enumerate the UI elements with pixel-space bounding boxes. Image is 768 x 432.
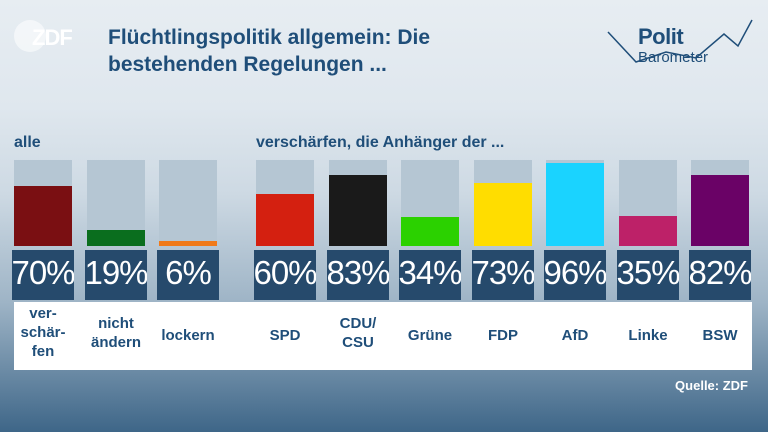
bar	[14, 186, 72, 246]
category-label: nicht ändern	[90, 315, 141, 351]
category-label: Grüne	[407, 327, 453, 344]
bar	[474, 183, 532, 246]
category-label: AfD	[561, 327, 589, 344]
bar	[546, 163, 604, 246]
bar-track	[329, 160, 387, 246]
value-label-box: 19%	[85, 250, 147, 300]
value-label-box: 83%	[327, 250, 389, 300]
value-label-box: 73%	[472, 250, 534, 300]
politbarometer-logo: Polit Barometer	[606, 14, 756, 74]
value-label: 60%	[254, 254, 316, 291]
bar-track	[691, 160, 749, 246]
bar-track	[14, 160, 72, 246]
zdf-logo: ZDF	[14, 20, 78, 54]
value-label-box: 35%	[617, 250, 679, 300]
group-label: verschärfen, die Anhänger der ...	[256, 134, 505, 151]
category-label: FDP	[488, 327, 518, 344]
value-label: 34%	[399, 254, 461, 291]
zdf-logo-text: ZDF	[32, 25, 73, 50]
value-label: 70%	[12, 254, 74, 291]
value-label-box: 82%	[689, 250, 751, 300]
bar-track	[546, 160, 604, 246]
category-label: Linke	[628, 327, 668, 344]
bar-track	[401, 160, 459, 246]
polit-word: Polit	[638, 24, 684, 49]
value-label: 19%	[85, 254, 147, 291]
category-label: lockern	[161, 327, 215, 344]
category-label: ver- schär- fen	[20, 305, 66, 360]
category-label: SPD	[269, 327, 301, 344]
label-strip	[14, 302, 752, 370]
bar-track	[159, 160, 217, 246]
group-label: alle	[14, 134, 41, 151]
bar-track	[256, 160, 314, 246]
value-label: 6%	[165, 254, 212, 291]
value-label: 96%	[544, 254, 606, 291]
value-label: 35%	[617, 254, 679, 291]
value-label: 83%	[327, 254, 389, 291]
category-label: CDU/ CSU	[339, 315, 377, 351]
bar	[691, 175, 749, 246]
value-label-box: 34%	[399, 250, 461, 300]
bar	[159, 241, 217, 246]
bar	[401, 217, 459, 246]
value-label: 82%	[689, 254, 751, 291]
bar	[87, 230, 145, 246]
value-label: 73%	[472, 254, 534, 291]
value-label-box: 96%	[544, 250, 606, 300]
chart-title: Flüchtlingspolitik allgemein: Die besteh…	[108, 26, 431, 76]
category-label: BSW	[702, 327, 738, 344]
bar	[329, 175, 387, 246]
bar	[256, 194, 314, 246]
bar-track	[474, 160, 532, 246]
barometer-word: Barometer	[638, 49, 709, 66]
politbarometer-line-icon	[607, 19, 753, 63]
value-label-box: 60%	[254, 250, 316, 300]
value-label-box: 70%	[12, 250, 74, 300]
zdf-logo-circle-icon	[14, 20, 46, 52]
bar-track	[619, 160, 677, 246]
bar-track	[87, 160, 145, 246]
value-label-box: 6%	[157, 250, 219, 300]
bar	[619, 216, 677, 246]
source-note: Quelle: ZDF	[675, 378, 748, 393]
